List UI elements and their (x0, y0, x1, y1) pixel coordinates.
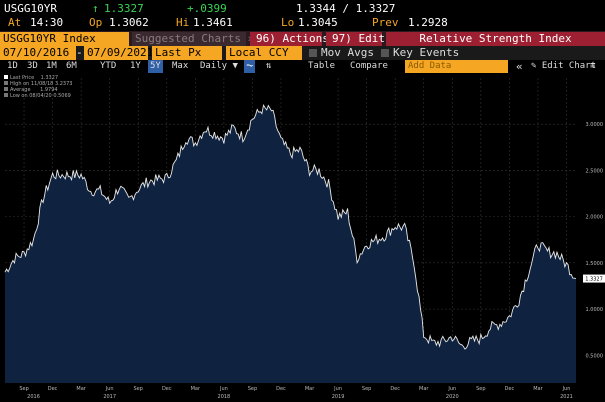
x-tick-label: Dec (390, 386, 400, 392)
x-tick-label: Sep (248, 386, 257, 392)
legend-low: Low on 08/04/20 0.5069 (4, 93, 72, 99)
last-price-tag (583, 274, 605, 283)
chart-legend: Last Price 1.3327 High on 11/08/18 3.237… (4, 75, 72, 99)
y-tick-label: 1.5000 (586, 261, 604, 267)
high-label: Hi (176, 16, 190, 29)
up-arrow-icon: ↑ (92, 2, 99, 15)
period-1m-button[interactable]: 1M (46, 61, 57, 71)
y-tick-label: 1.0000 (586, 307, 604, 313)
legend-average: Average 1.9794 (4, 87, 72, 93)
mov-avgs-toggle[interactable]: Mov Avgs (306, 46, 374, 60)
x-tick-label: Jun (562, 386, 571, 392)
area-fill (5, 105, 576, 383)
period-ytd-button[interactable]: YTD (100, 61, 117, 71)
ticker: USGG10YR (4, 2, 57, 15)
price-line (4, 103, 577, 350)
period-bar: 1D 3D 1M 6M YTD 1Y 5Y Max Daily ▼ ⏦ ⇅ Table Compare A… (0, 60, 605, 73)
at-time: 14:30 (30, 16, 64, 29)
y-tick-label: 2.0000 (586, 215, 604, 221)
compare-button[interactable]: Compare (350, 61, 388, 71)
legend-high: High on 11/08/18 3.2373 (4, 81, 72, 87)
quote-header: USGG10YR ↑ 1.3327 +.0399 1.3344 / 1.3327 (0, 2, 605, 17)
x-tick-label: Jun (219, 386, 228, 392)
x-tick-label: Sep (362, 386, 371, 392)
edit-chart-button[interactable]: ✎ Edit Chart (531, 61, 597, 71)
legend-last: Last Price 1.3327 (4, 75, 72, 81)
chart-type-icon[interactable]: ⇅ (266, 61, 272, 71)
x-tick-label: Jun (333, 386, 342, 392)
x-tick-label: Dec (505, 386, 515, 392)
x-tick-label: Dec (276, 386, 286, 392)
x-year-label: 2021 (560, 394, 573, 400)
y-tick-label: 3.0000 (586, 122, 604, 128)
price-chart[interactable]: 0.5000 1.0000 1.5000 2.0000 2.5000 3.0000 Sep D… (0, 73, 605, 402)
x-tick-label: Sep (19, 386, 28, 392)
field-select[interactable]: Last Px (152, 46, 222, 60)
checkbox-icon (309, 49, 317, 57)
x-year-label: 2019 (332, 394, 345, 400)
collapse-icon[interactable]: « (516, 60, 523, 73)
period-1d-button[interactable]: 1D (7, 61, 18, 71)
x-year-label: 2020 (446, 394, 459, 400)
period-3d-button[interactable]: 3D (27, 61, 38, 71)
open-value: 1.3062 (109, 16, 149, 29)
x-tick-label: Dec (48, 386, 58, 392)
x-tick-label: Jun (105, 386, 114, 392)
checkbox-icon (381, 49, 389, 57)
y-tick-label: 2.5000 (586, 168, 604, 174)
end-date-input[interactable]: 07/09/2021 (84, 46, 153, 60)
x-year-label: 2018 (218, 394, 231, 400)
study-title[interactable]: Relative Strength Index (386, 32, 605, 46)
start-date-input[interactable]: 07/10/2016 (0, 46, 76, 60)
last-price: 1.3327 (104, 2, 144, 15)
security-field[interactable]: USGG10YR Index (0, 32, 129, 46)
prev-label: Prev (372, 16, 399, 29)
prev-value: 1.2928 (408, 16, 448, 29)
period-5y-button[interactable]: 5Y (148, 60, 163, 73)
x-tick-label: Jun (447, 386, 456, 392)
x-tick-label: Mar (305, 386, 315, 392)
currency-select[interactable]: Local CCY (226, 46, 302, 60)
chart-controls: 07/10/2016 - 07/09/2021 Last Px Local CC… (0, 46, 605, 60)
period-1y-button[interactable]: 1Y (130, 61, 141, 71)
settings-icon[interactable]: ≡ (590, 61, 596, 71)
period-6m-button[interactable]: 6M (66, 61, 77, 71)
table-button[interactable]: Table (308, 61, 336, 71)
y-tick-label: 0.5000 (586, 353, 604, 359)
x-tick-label: Mar (191, 386, 201, 392)
last-price-tag-label: 1.3327 (585, 277, 603, 283)
edit-menu[interactable]: 97) Edit (326, 32, 385, 46)
x-tick-label: Mar (533, 386, 543, 392)
x-tick-label: Dec (162, 386, 172, 392)
x-tick-label: Mar (76, 386, 86, 392)
low-label: Lo (281, 16, 295, 29)
x-tick-label: Mar (419, 386, 429, 392)
net-change: +.0399 (187, 2, 227, 15)
add-data-input[interactable]: Add Data (405, 60, 508, 73)
date-separator: - (76, 46, 83, 59)
actions-menu[interactable]: 96) Actions (250, 32, 329, 46)
frequency-select[interactable]: Daily ▼ (200, 61, 238, 71)
open-label: Op (89, 16, 103, 29)
low-value: 1.3045 (298, 16, 338, 29)
at-label: At (8, 16, 22, 29)
quote-stats: At 14:30 Op 1.3062 Hi 1.3461 Lo 1.3045 P… (0, 16, 605, 31)
bid-ask: 1.3344 / 1.3327 (296, 2, 396, 15)
chart-toolbar: USGG10YR Index Suggested Charts » 96) Ac… (0, 31, 605, 46)
suggested-charts-button[interactable]: Suggested Charts » (132, 32, 254, 46)
x-year-label: 2017 (103, 394, 116, 400)
high-value: 1.3461 (193, 16, 233, 29)
x-tick-label: Sep (134, 386, 143, 392)
line-style-icon[interactable]: ⏦ (244, 60, 256, 73)
x-year-label: 2016 (27, 394, 40, 400)
period-max-button[interactable]: Max (172, 61, 189, 71)
key-events-toggle[interactable]: Key Events (378, 46, 459, 60)
x-tick-label: Sep (476, 386, 485, 392)
